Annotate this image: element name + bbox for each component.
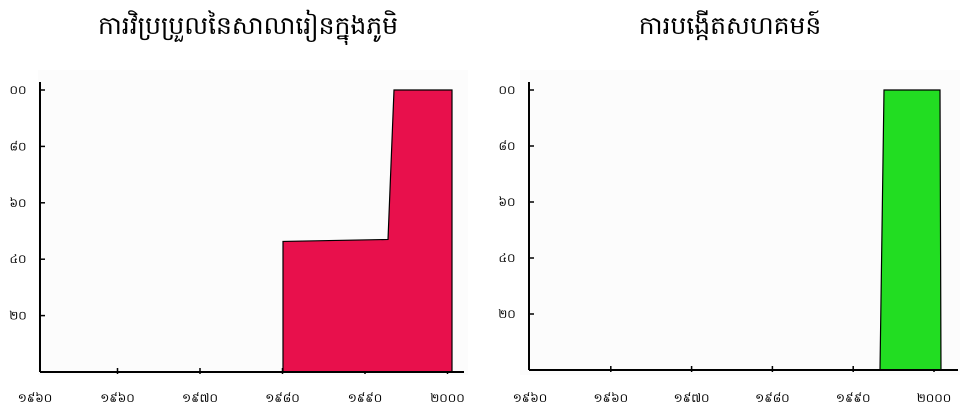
right-y-tick-label: ៤០ bbox=[499, 251, 516, 265]
right-x-tick-label: ១៩៩០ bbox=[836, 391, 871, 405]
right-x-tick-label: ១៩៨០ bbox=[755, 391, 790, 405]
left-x-tick-label: ១៩៨០ bbox=[265, 391, 300, 405]
right-y-tick-label: ២០ bbox=[498, 307, 516, 321]
left-chart: ការវិប្រប្រួលនៃសាលារៀនក្នុងភូមិ ០០៨០៦០៤០… bbox=[9, 9, 468, 405]
left-y-tick-label: ៨០ bbox=[10, 139, 27, 153]
right-x-tick-label: ១៩៧០ bbox=[674, 391, 710, 405]
right-x-tick-label: ១៩៦០ bbox=[513, 391, 548, 405]
right-x-tick-label: ២០០០ bbox=[917, 391, 952, 405]
left-y-tick-label: ០០ bbox=[10, 83, 27, 97]
right-series-area bbox=[879, 89, 942, 371]
left-y-tick-label: ៤០ bbox=[10, 252, 27, 266]
left-chart-title: ការវិប្រប្រួលនៃសាលារៀនក្នុងភូមិ bbox=[98, 9, 398, 45]
left-x-tick-label: ១៩៧០ bbox=[182, 391, 218, 405]
left-x-tick-label: ១៩៩០ bbox=[348, 391, 383, 405]
left-y-tick-label: ២០ bbox=[9, 309, 27, 323]
left-x-tick-label: ១៩៦០ bbox=[100, 391, 135, 405]
left-y-tick-label: ៦០ bbox=[10, 196, 27, 210]
right-y-tick-label: ០០ bbox=[499, 83, 516, 97]
right-y-tick-label: ៨០ bbox=[499, 139, 516, 153]
left-x-tick-label: ១៩៦០ bbox=[18, 391, 53, 405]
left-x-tick-label: ២០០០ bbox=[430, 391, 465, 405]
right-chart-title: ការបង្កើតសហគមន៍ bbox=[639, 10, 822, 41]
right-y-tick-label: ៦០ bbox=[499, 195, 516, 209]
right-x-tick-label: ១៩៦០ bbox=[594, 391, 629, 405]
